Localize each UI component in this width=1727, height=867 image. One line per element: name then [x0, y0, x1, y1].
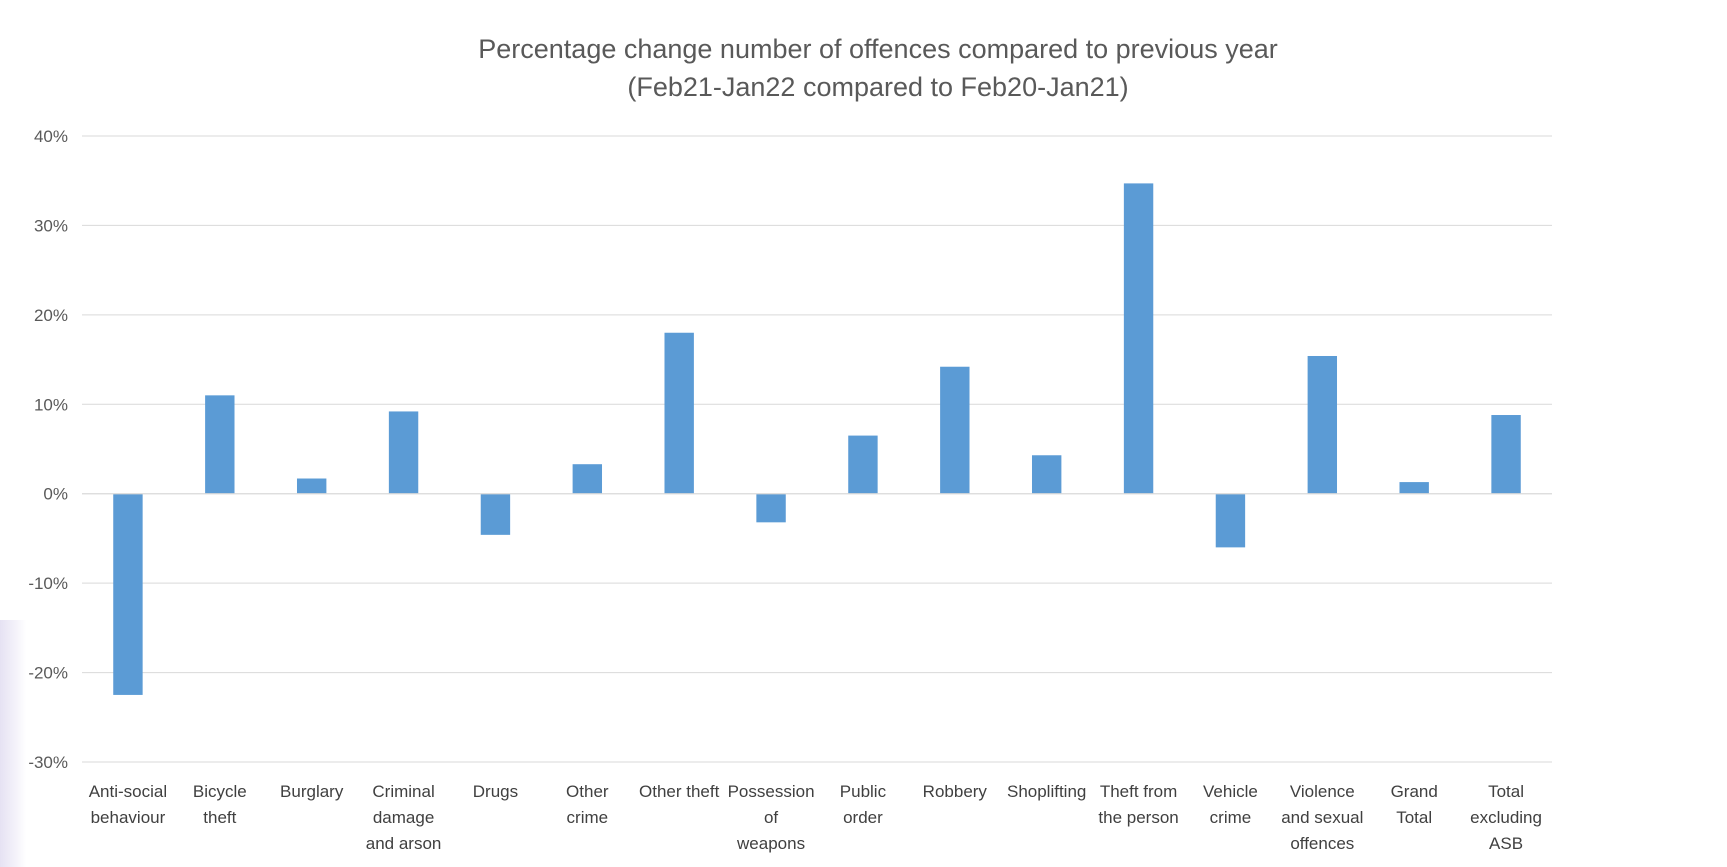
- x-category-label: Robbery: [923, 782, 988, 801]
- x-category-label: Criminal damage and arson: [366, 782, 442, 853]
- x-category-label: Other crime: [566, 782, 609, 827]
- bar: [480, 493, 511, 535]
- bar: [756, 493, 786, 523]
- x-category-label: Possession of weapons: [728, 782, 815, 853]
- bar: [1031, 455, 1062, 494]
- x-category-label: Public order: [840, 782, 887, 827]
- bar: [113, 493, 143, 695]
- bars: [113, 183, 1521, 695]
- y-tick-label: 10%: [34, 395, 68, 414]
- y-axis-ticks: -30% -20% -10% 0% 10% 20% 30% 40%: [28, 127, 68, 772]
- bar: [205, 395, 235, 494]
- x-category-label: Total excluding ASB: [1470, 782, 1542, 853]
- bar: [1399, 482, 1429, 494]
- y-tick-label: -10%: [28, 574, 68, 593]
- x-category-label: Anti-social behaviour: [89, 782, 167, 827]
- bar: [1491, 415, 1521, 494]
- bar: [296, 478, 327, 494]
- bar: [1307, 355, 1338, 494]
- x-category-label: Violence and sexual offences: [1281, 782, 1363, 853]
- x-category-label: Shoplifting: [1007, 782, 1086, 801]
- x-category-label: Theft from the person: [1098, 782, 1178, 827]
- gridlines: [82, 135, 1552, 763]
- bar: [572, 464, 603, 494]
- bar: [1215, 493, 1246, 548]
- x-category-label: Drugs: [473, 782, 518, 801]
- x-category-label: Bicycle theft: [193, 782, 247, 827]
- decorative-swirl: [0, 620, 26, 867]
- bar: [664, 332, 694, 494]
- x-category-label: Burglary: [280, 782, 344, 801]
- x-category-label: Other theft: [639, 782, 720, 801]
- y-tick-label: -20%: [28, 664, 68, 683]
- y-tick-label: 20%: [34, 306, 68, 325]
- y-tick-label: -30%: [28, 753, 68, 772]
- bar: [388, 411, 419, 494]
- y-tick-label: 30%: [34, 216, 68, 235]
- chart-subtitle: (Feb21-Jan22 compared to Feb20-Jan21): [627, 72, 1128, 102]
- y-tick-label: 40%: [34, 127, 68, 146]
- bar: [1123, 183, 1154, 494]
- bar: [848, 435, 878, 494]
- x-category-label: Vehicle crime: [1203, 782, 1258, 827]
- x-axis-categories: Anti-social behaviour Bicycle theft Burglary…: [89, 782, 1542, 853]
- x-category-label: Grand Total: [1391, 782, 1438, 827]
- y-tick-label: 0%: [43, 485, 68, 504]
- chart-title: Percentage change number of offences com…: [478, 34, 1278, 64]
- bar: [940, 366, 970, 494]
